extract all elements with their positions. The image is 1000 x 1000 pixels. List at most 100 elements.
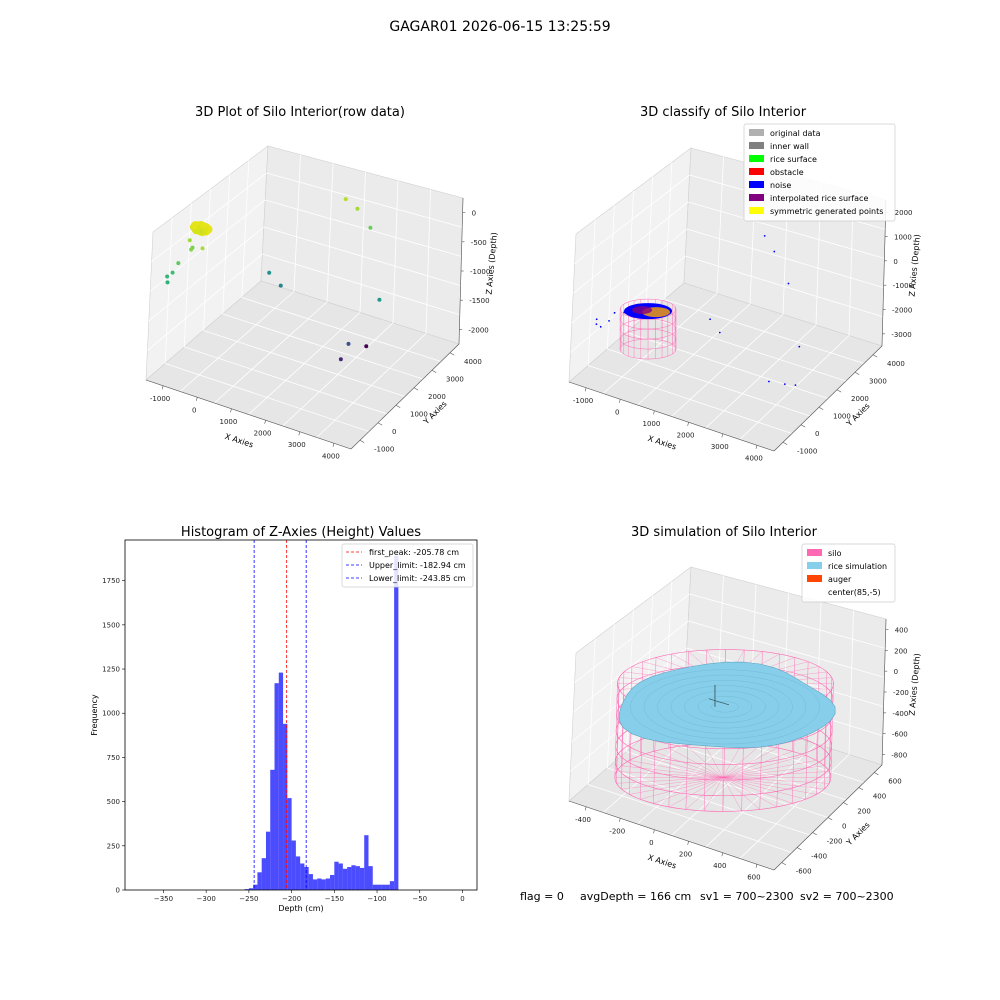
silo-wireframe-spoke <box>722 760 817 778</box>
simulation-legend-swatch <box>807 549 822 556</box>
x-axis-tick-label: 2000 <box>254 429 272 437</box>
gridline <box>262 253 460 316</box>
plot-title: 3D simulation of Silo Interior <box>631 525 818 540</box>
x-axis-label: X Axies <box>224 432 255 450</box>
y-axis-line <box>350 343 460 450</box>
x-axis-tick-mark <box>264 420 266 424</box>
histogram-bar <box>359 867 365 890</box>
x-axis-line <box>145 379 352 450</box>
plot-title: Histogram of Z-Axies (Height) Values <box>181 525 421 540</box>
data-point <box>364 344 369 349</box>
y-axis-tick-label: -1000 <box>797 447 817 455</box>
x-axis-tick-label: −150 <box>325 895 344 903</box>
y-axis-tick-label: -200 <box>827 838 843 846</box>
y-axis-tick-mark <box>818 406 824 410</box>
simulation-legend-label: auger <box>828 575 852 584</box>
gridline <box>147 253 263 351</box>
x-axis-tick-mark <box>584 806 587 811</box>
rice-simulation-surface <box>618 661 836 749</box>
x-axis-tick-label: -200 <box>609 827 625 835</box>
z-axis-label: Z Axies (Depth) <box>907 653 921 716</box>
x-axis-tick-mark <box>584 387 587 392</box>
gridline <box>587 638 596 785</box>
classify-legend-label: symmetric generated points <box>770 207 883 216</box>
histogram-bar <box>300 863 305 890</box>
gridline <box>685 255 883 318</box>
silo-wireframe-spoke <box>616 771 723 778</box>
simulation-legend-frame <box>801 543 896 603</box>
z-axis-tick-label: -200 <box>893 689 909 697</box>
x-axis-tick-mark <box>196 397 198 401</box>
histogram-bar <box>295 856 301 890</box>
y-axis-tick-label: 0 <box>392 428 396 436</box>
x-axis-tick-label: −200 <box>282 895 301 903</box>
gridline <box>574 593 690 683</box>
gridline <box>203 188 211 331</box>
y-axis-tick-label: -400 <box>811 853 827 861</box>
classify-legend-label: original data <box>770 129 821 138</box>
gridline <box>588 365 793 434</box>
gridline <box>572 201 689 294</box>
data-point <box>187 238 192 243</box>
x-axis-tick-mark <box>619 399 621 403</box>
silo-wireframe-spoke <box>703 743 723 778</box>
gridline <box>222 174 231 315</box>
silo-wireframe-spoke <box>722 777 830 784</box>
x-axis-tick-label: −250 <box>239 895 258 903</box>
x-axis-tick-label: 3000 <box>711 443 729 451</box>
y-axis-tick-label: 0 <box>815 430 819 438</box>
y-axis-tick-label: 600 <box>888 778 901 786</box>
y-axis-tick-label: 2000 <box>428 393 446 401</box>
classify-legend-label: rice surface <box>770 155 817 164</box>
y-axis-tick-label: 1250 <box>102 666 120 674</box>
z-axis-tick-label: 0 <box>472 210 476 218</box>
x-axis-tick-label: 200 <box>679 850 692 858</box>
histogram-bar <box>287 798 292 890</box>
gridline <box>222 313 424 380</box>
y-axis-tick-mark <box>449 352 455 356</box>
gridline <box>293 154 301 292</box>
histogram-bar <box>270 769 275 890</box>
silo-wireframe-line <box>830 683 834 778</box>
z-axis-tick-label: -1000 <box>893 282 913 290</box>
noise-point <box>608 319 610 322</box>
noise-point <box>623 311 626 314</box>
x-axis-tick-mark <box>653 829 655 834</box>
data-point <box>346 341 351 346</box>
z-axis-tick-label: 2000 <box>895 209 913 217</box>
silo-wireframe-spoke <box>722 743 742 778</box>
x-axis-tick-mark <box>653 410 655 415</box>
gridline <box>326 163 334 303</box>
histogram-bar <box>257 872 262 890</box>
x-axis-tick-label: −50 <box>412 895 427 903</box>
data-point <box>338 357 343 362</box>
silo-wireframe-spoke <box>629 760 723 778</box>
histogram-bar <box>291 840 296 890</box>
silo-wireframe-spoke <box>722 765 825 778</box>
y-axis-tick-label: 4000 <box>887 360 905 368</box>
gridline <box>626 751 829 818</box>
z-axis-tick-label: -800 <box>891 752 907 760</box>
noise-point <box>595 323 598 326</box>
x-axis-tick-label: −100 <box>367 895 386 903</box>
auger-marker <box>708 698 730 706</box>
histogram-bar <box>389 881 395 890</box>
silo-wireframe-spoke <box>703 777 723 811</box>
silo-wireframe-spoke <box>685 745 723 778</box>
noise-point <box>599 325 602 328</box>
histogram-bar <box>317 878 322 890</box>
gridline <box>664 299 865 364</box>
data-point <box>278 283 283 288</box>
gridline <box>606 205 615 350</box>
silo-wireframe-spoke <box>668 747 723 778</box>
data-point <box>368 225 373 230</box>
classify-legend-swatch <box>749 155 764 162</box>
y-axis-tick-mark <box>812 832 817 836</box>
y-axis-tick-mark <box>782 441 788 445</box>
noise-point <box>718 331 721 334</box>
silo-wireframe-spoke <box>722 777 777 807</box>
y-axis-tick-mark <box>843 802 848 806</box>
z-axis-tick-label: 0 <box>894 668 898 676</box>
data-point <box>170 270 175 275</box>
